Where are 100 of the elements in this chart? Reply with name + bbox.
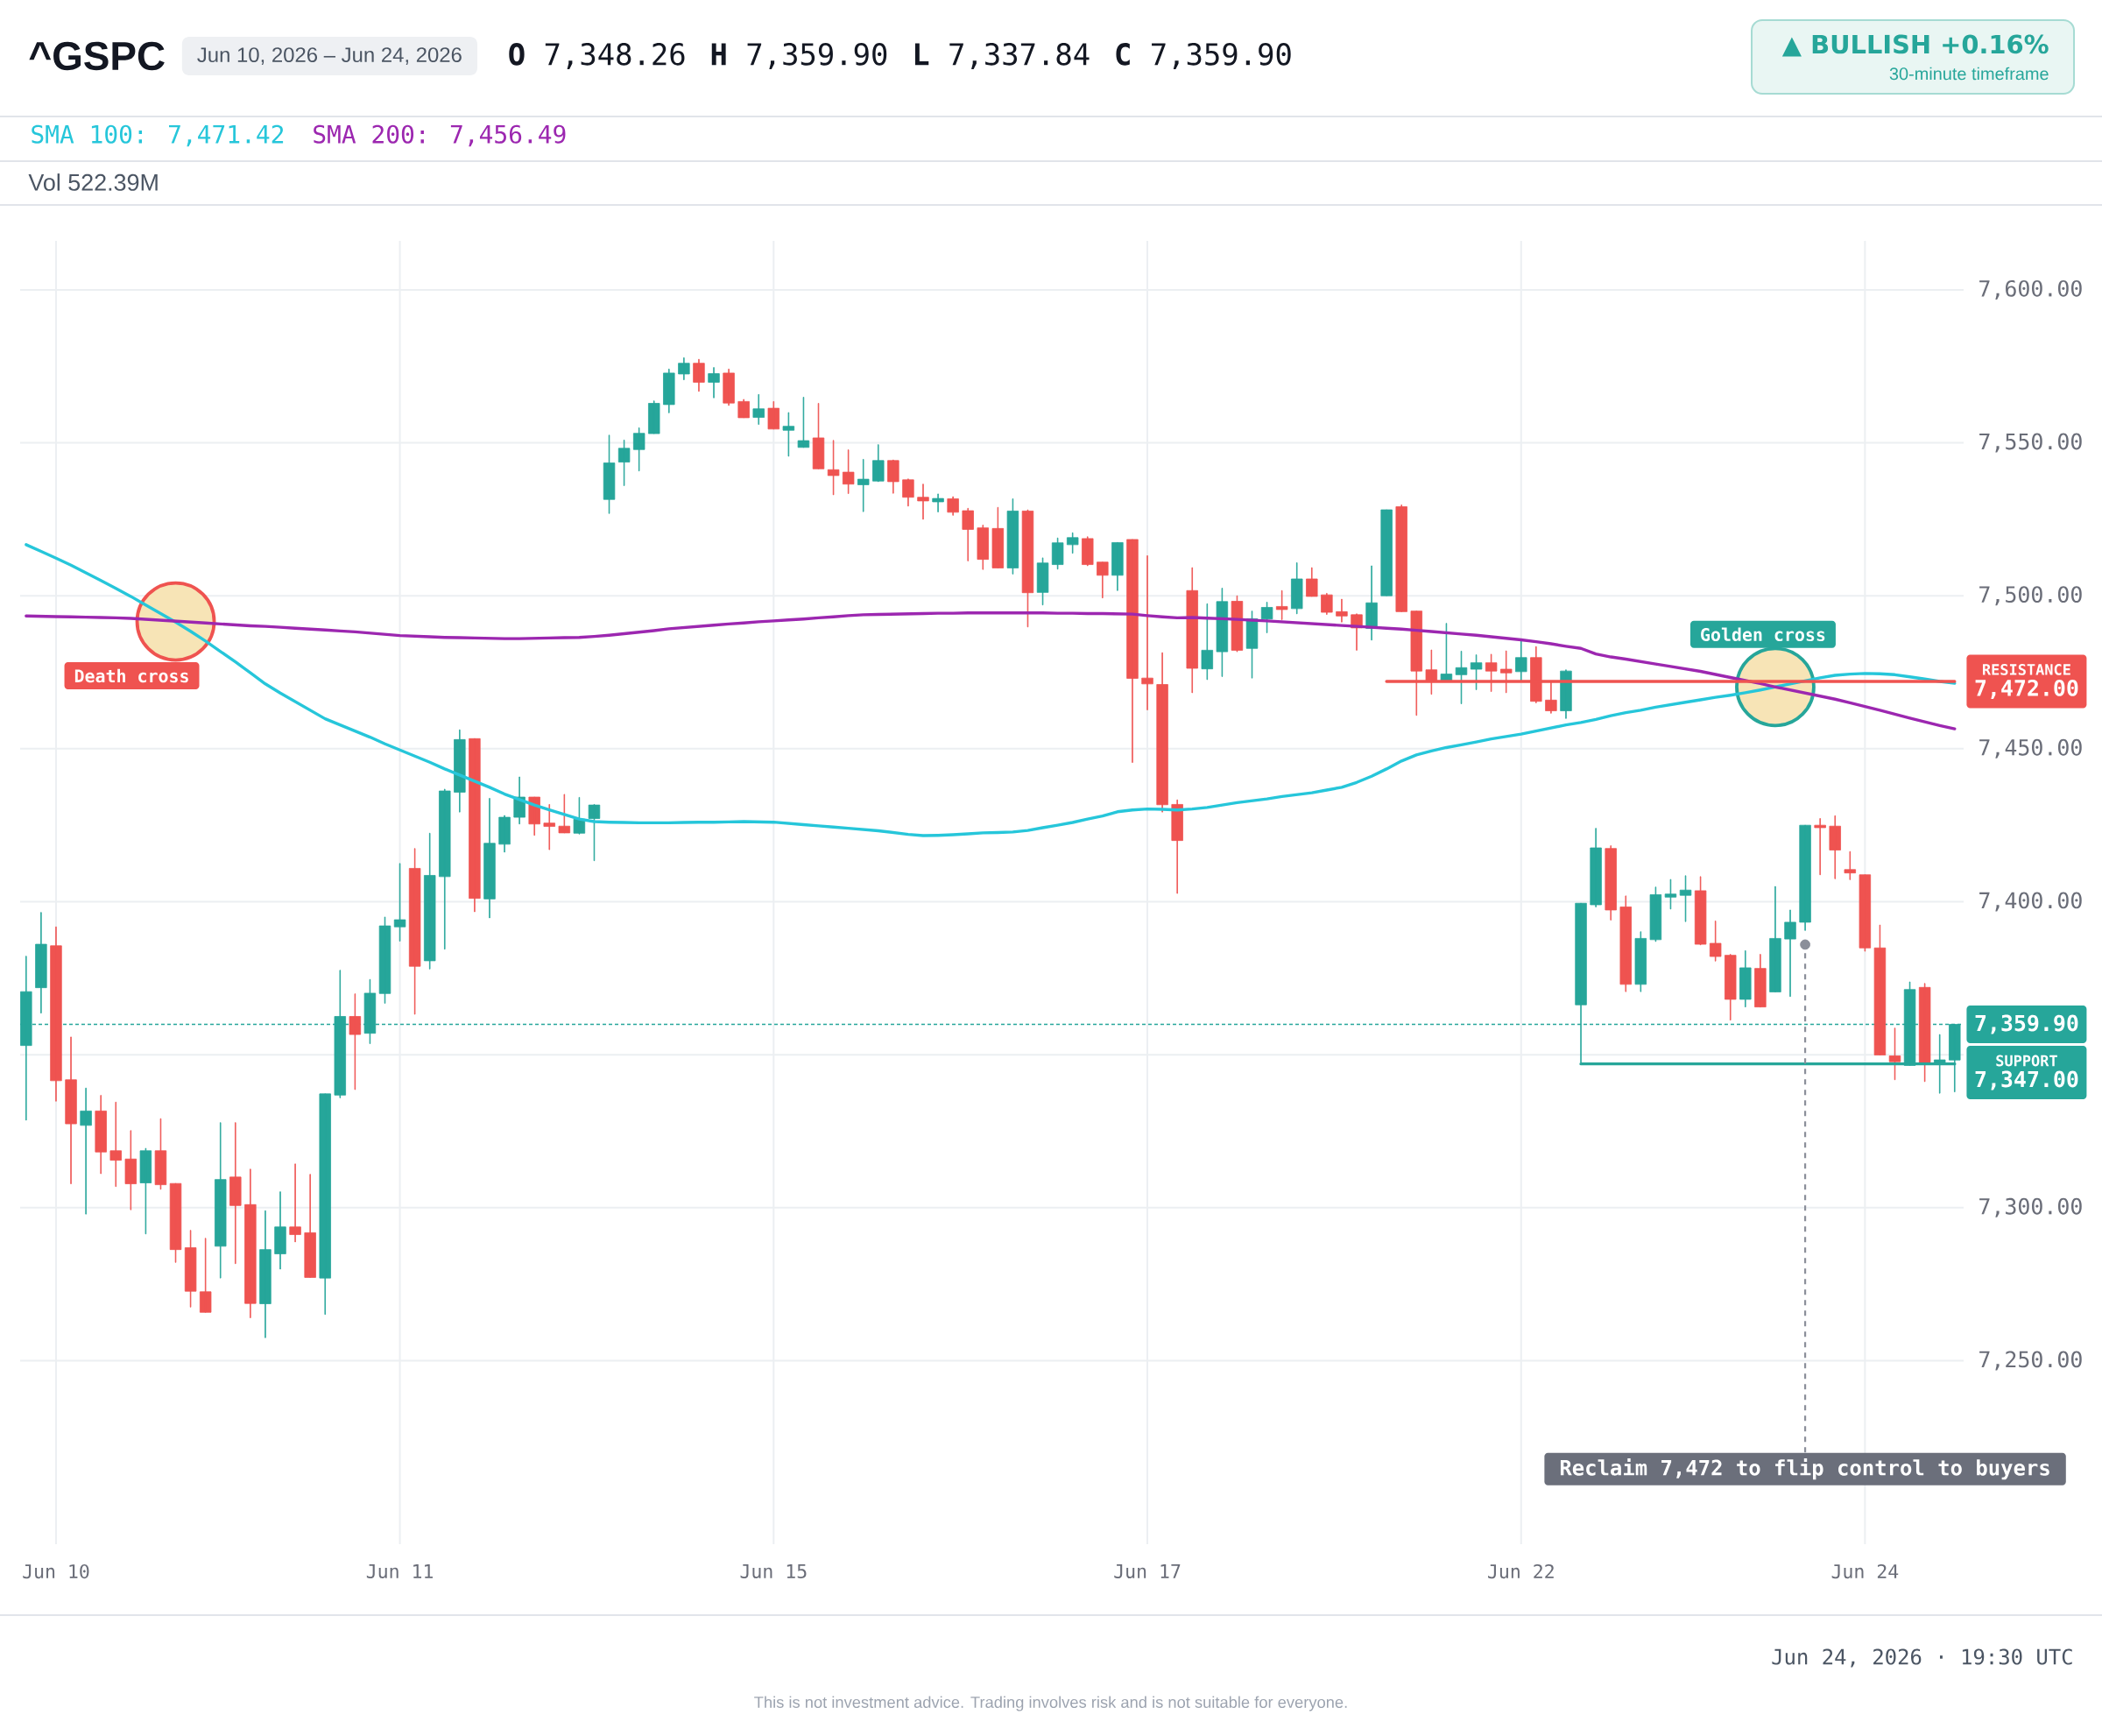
x-tick-label: Jun 10: [23, 1563, 89, 1579]
candlestick: [1321, 593, 1333, 615]
candlestick: [693, 358, 705, 392]
candlestick: [1275, 589, 1288, 620]
candlestick: [1186, 567, 1198, 694]
y-tick-label: 7,500.00: [1979, 586, 2082, 606]
candlestick: [229, 1122, 242, 1265]
candlestick: [1455, 651, 1468, 704]
candlestick: [1619, 895, 1632, 992]
candlestick: [423, 832, 436, 970]
ref-line-label: 7,359.90: [1975, 1014, 2078, 1034]
candlestick: [349, 993, 362, 1090]
candlestick: [872, 444, 885, 483]
candlestick: [1859, 874, 1872, 952]
candlestick: [573, 796, 586, 835]
annotation: Reclaim 7,472 to flip control to buyers: [1560, 1457, 2049, 1480]
candlestick: [947, 496, 959, 516]
candlestick: [124, 1130, 138, 1210]
candlestick: [1754, 954, 1767, 1008]
x-tick-label: Jun 11: [366, 1564, 433, 1579]
candlestick: [1051, 537, 1064, 570]
candlestick: [1126, 539, 1139, 763]
candlestick: [1171, 799, 1183, 894]
candlestick: [663, 368, 675, 413]
candlestick: [289, 1163, 301, 1243]
candlestick: [782, 412, 795, 457]
series-label: RESISTANCE: [1983, 664, 2070, 675]
candlestick: [588, 804, 601, 862]
candlestick: [35, 912, 47, 1014]
candlestick: [1260, 602, 1273, 633]
candlestick: [1097, 561, 1109, 599]
candlestick: [498, 815, 511, 853]
candlestick: [215, 1122, 227, 1279]
candlestick: [184, 1230, 197, 1308]
y-tick-label: 7,250.00: [1979, 1351, 2082, 1371]
candlestick: [1799, 824, 1811, 931]
candlestick: [648, 400, 660, 434]
candlestick: [1036, 557, 1049, 606]
candlestick: [304, 1174, 316, 1278]
x-tick-label: Jun 15: [740, 1564, 807, 1579]
text: Vol 522.39M: [28, 173, 158, 191]
candlestick: [797, 397, 810, 448]
candlestick: [483, 798, 496, 919]
candlestick: [991, 506, 1005, 568]
candlestick: [1006, 498, 1019, 575]
candlestick: [1336, 598, 1348, 623]
candlestick: [1470, 654, 1483, 690]
point: [1800, 939, 1810, 950]
text: 30-minute timeframe: [1889, 67, 2049, 81]
candlestick: [617, 440, 631, 486]
data-label: 7,472.00: [1975, 680, 2078, 699]
candlestick: [259, 1210, 272, 1338]
y-tick-label: 7,400.00: [1979, 892, 2082, 912]
candlestick: [1918, 983, 1931, 1083]
text: O 7,348.26: [509, 43, 685, 69]
candlestick: [902, 478, 914, 507]
candlestick: [154, 1118, 167, 1190]
candlestick: [469, 737, 481, 913]
candlestick: [439, 788, 451, 950]
text: Jun 24, 2026 · 19:30 UTC: [1772, 1648, 2072, 1668]
candlestick: [632, 427, 645, 472]
candlestick: [1739, 949, 1752, 1008]
candlestick: [1634, 931, 1647, 992]
y-tick-label: 7,600.00: [1979, 279, 2082, 300]
candlestick: [199, 1238, 212, 1313]
candlestick: [1141, 555, 1153, 710]
candlestick: [1844, 850, 1857, 880]
candlestick: [393, 863, 406, 942]
text: SUPPORT: [1996, 1055, 2057, 1067]
candlestick: [1590, 828, 1602, 907]
candlestick: [408, 848, 421, 1015]
candlestick: [752, 393, 765, 425]
candlestick: [558, 794, 571, 834]
candlestick: [1216, 588, 1229, 677]
x-tick-label: Jun 17: [1114, 1564, 1181, 1579]
candlestick: [1395, 505, 1407, 612]
candlestick: [1873, 924, 1887, 1055]
candlestick: [917, 483, 929, 520]
candlestick: [1156, 652, 1168, 813]
candlestick: [1380, 509, 1393, 596]
x-tick-label: Jun 22: [1488, 1563, 1554, 1579]
candlestick: [1664, 879, 1677, 910]
text: This is not investment advice. Trading involves risk and is not suitable for everyone.: [754, 1696, 1347, 1711]
candlestick: [1082, 536, 1094, 567]
candlestick: [95, 1095, 107, 1175]
candlestick: [767, 400, 780, 430]
candlestick: [274, 1191, 286, 1270]
candlestick: [1649, 886, 1662, 942]
y-tick-label: 7,450.00: [1979, 738, 2082, 759]
candlestick: [139, 1147, 152, 1235]
text: L 7,337.84: [914, 43, 1090, 69]
y-tick-label: 7,300.00: [1979, 1197, 2082, 1217]
candlestick: [723, 368, 735, 406]
chart-title: ^GSPC: [29, 41, 165, 71]
candlestick: [708, 367, 720, 399]
text: H 7,359.90: [711, 43, 887, 69]
candlestick: [1769, 886, 1781, 992]
candlestick: [1111, 542, 1124, 591]
text: SMA 200: 7,456.49: [314, 124, 566, 147]
candlestick: [1306, 567, 1318, 597]
